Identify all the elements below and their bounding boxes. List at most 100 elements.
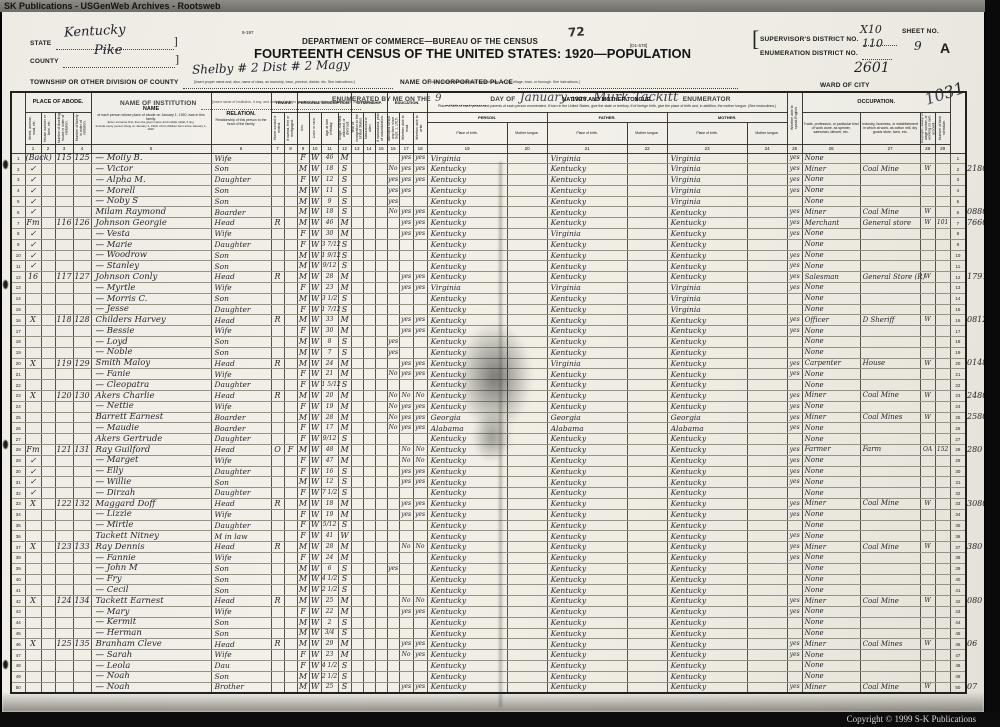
cell-home-owned <box>271 336 285 348</box>
cell-pob-father: Kentucky <box>547 520 628 532</box>
cell-school: yes <box>387 336 400 348</box>
cell-home-owned <box>271 185 285 197</box>
cell-english <box>787 304 803 316</box>
cell-home-owned <box>271 250 285 262</box>
cell-mortgage <box>284 595 298 607</box>
group-citizenship: CITIZENSHIP. <box>350 91 388 113</box>
cell-line-number-right: 29 <box>950 455 967 467</box>
cell-english <box>787 617 803 629</box>
cell-employer: W <box>920 595 936 607</box>
page-stamp: 72 <box>567 24 586 40</box>
cell-tongue-father <box>627 649 668 661</box>
cell-english: yes <box>787 250 803 262</box>
cell-family-number <box>73 606 92 618</box>
cell-pob-mother: Kentucky <box>667 617 748 629</box>
cell-school <box>387 552 400 564</box>
cell-age: 17 <box>321 422 339 435</box>
cell-house-number <box>41 347 56 359</box>
cell-name: Johnson Conly <box>91 271 212 284</box>
cell-industry <box>860 455 921 467</box>
cell-farm-schedule <box>935 358 951 370</box>
cell-line-number: 7 <box>11 217 26 230</box>
cell-name: Johnson Georgie <box>91 217 212 230</box>
cell-line-number-right: 46 <box>950 638 967 651</box>
cell-industry <box>860 228 921 240</box>
column-number: 19 <box>426 143 508 154</box>
cell-name: — Kermit <box>91 617 212 629</box>
cell-immigration-year <box>351 617 364 629</box>
cell-industry <box>860 282 921 294</box>
column-number: 28 <box>919 143 936 154</box>
cell-pob-father: Kentucky <box>547 401 628 413</box>
cell-age: 6 <box>321 563 339 575</box>
cell-pob-father: Kentucky <box>547 574 628 586</box>
cell-school <box>387 617 400 629</box>
cell-english: yes <box>787 217 803 230</box>
cell-english: yes <box>787 260 803 273</box>
cell-tongue-father <box>627 574 668 586</box>
cell-write <box>413 520 428 532</box>
cell-relation: Son <box>211 563 272 575</box>
cell-industry <box>860 487 921 499</box>
ward-line: WARD OF CITY <box>820 74 915 92</box>
cell-relation: Wife <box>211 228 272 240</box>
cell-pob-father: Kentucky <box>547 347 628 359</box>
cell-dwelling-number <box>55 530 74 543</box>
cell-street-mark: X <box>25 541 42 553</box>
cell-color: W <box>309 606 322 618</box>
cell-trade: None <box>802 250 861 262</box>
cell-street-mark: X <box>25 390 42 402</box>
cell-english: yes <box>787 185 803 197</box>
cell-color: W <box>309 498 322 510</box>
cell-naturalized <box>363 422 376 435</box>
cell-pob-father: Kentucky <box>547 433 628 446</box>
education-title: EDUCATION. <box>394 99 420 105</box>
cell-pob-mother: Virginia <box>667 293 748 305</box>
cell-tongue-person <box>507 163 548 176</box>
cell-line-number-right: 13 <box>950 282 967 294</box>
cell-tongue-mother <box>747 390 788 402</box>
cell-dwelling-number <box>55 206 74 219</box>
cell-naturalization-year <box>375 530 388 543</box>
cell-home-owned <box>271 163 285 176</box>
cell-naturalization-year <box>375 563 388 575</box>
cell-sex: M <box>297 476 310 489</box>
cell-sex: M <box>297 412 310 424</box>
cell-line-number-right: 14 <box>950 293 967 305</box>
cell-color: W <box>309 617 322 629</box>
cell-relation: Daughter <box>211 466 272 478</box>
cell-sex: F <box>297 422 310 435</box>
cell-pob-person: Kentucky <box>427 293 508 305</box>
cell-tongue-person <box>507 649 548 661</box>
cell-immigration-year <box>351 595 364 607</box>
cell-farm-schedule <box>935 228 951 240</box>
cell-house-number <box>41 271 56 284</box>
cell-pob-mother: Kentucky <box>667 649 748 661</box>
cell-write <box>413 617 428 629</box>
cell-pob-father: Kentucky <box>547 584 628 597</box>
cell-dwelling-number <box>55 325 74 338</box>
cell-color: W <box>309 671 322 683</box>
cell-immigration-year <box>351 206 364 219</box>
cell-english: yes <box>787 649 803 661</box>
cell-naturalized <box>363 271 376 284</box>
col-school: Attended school any time since Sept. 1, … <box>386 111 400 145</box>
cell-pob-mother: Kentucky <box>667 455 748 467</box>
cell-age: 2 <box>321 617 339 629</box>
column-number: 23 <box>666 143 748 154</box>
cell-naturalization-year <box>375 390 388 402</box>
cell-farm-schedule <box>935 347 951 359</box>
cell-pob-mother: Kentucky <box>667 336 748 348</box>
naturalized-label: Naturalized or alien. <box>365 117 373 139</box>
cell-farm-schedule <box>935 412 951 424</box>
col-marital: Single, married, widowed, or divorced. <box>337 111 352 145</box>
cell-dwelling-number: 121 <box>55 444 74 456</box>
cell-home-owned <box>271 401 285 413</box>
cell-trade: None <box>802 368 861 381</box>
cell-tongue-mother <box>747 293 788 305</box>
cell-write: yes <box>413 412 428 424</box>
cell-sex: F <box>297 466 310 478</box>
cell-tongue-mother <box>747 185 788 197</box>
cell-immigration-year <box>351 509 364 521</box>
tenure-title: TENURE. <box>275 99 293 105</box>
